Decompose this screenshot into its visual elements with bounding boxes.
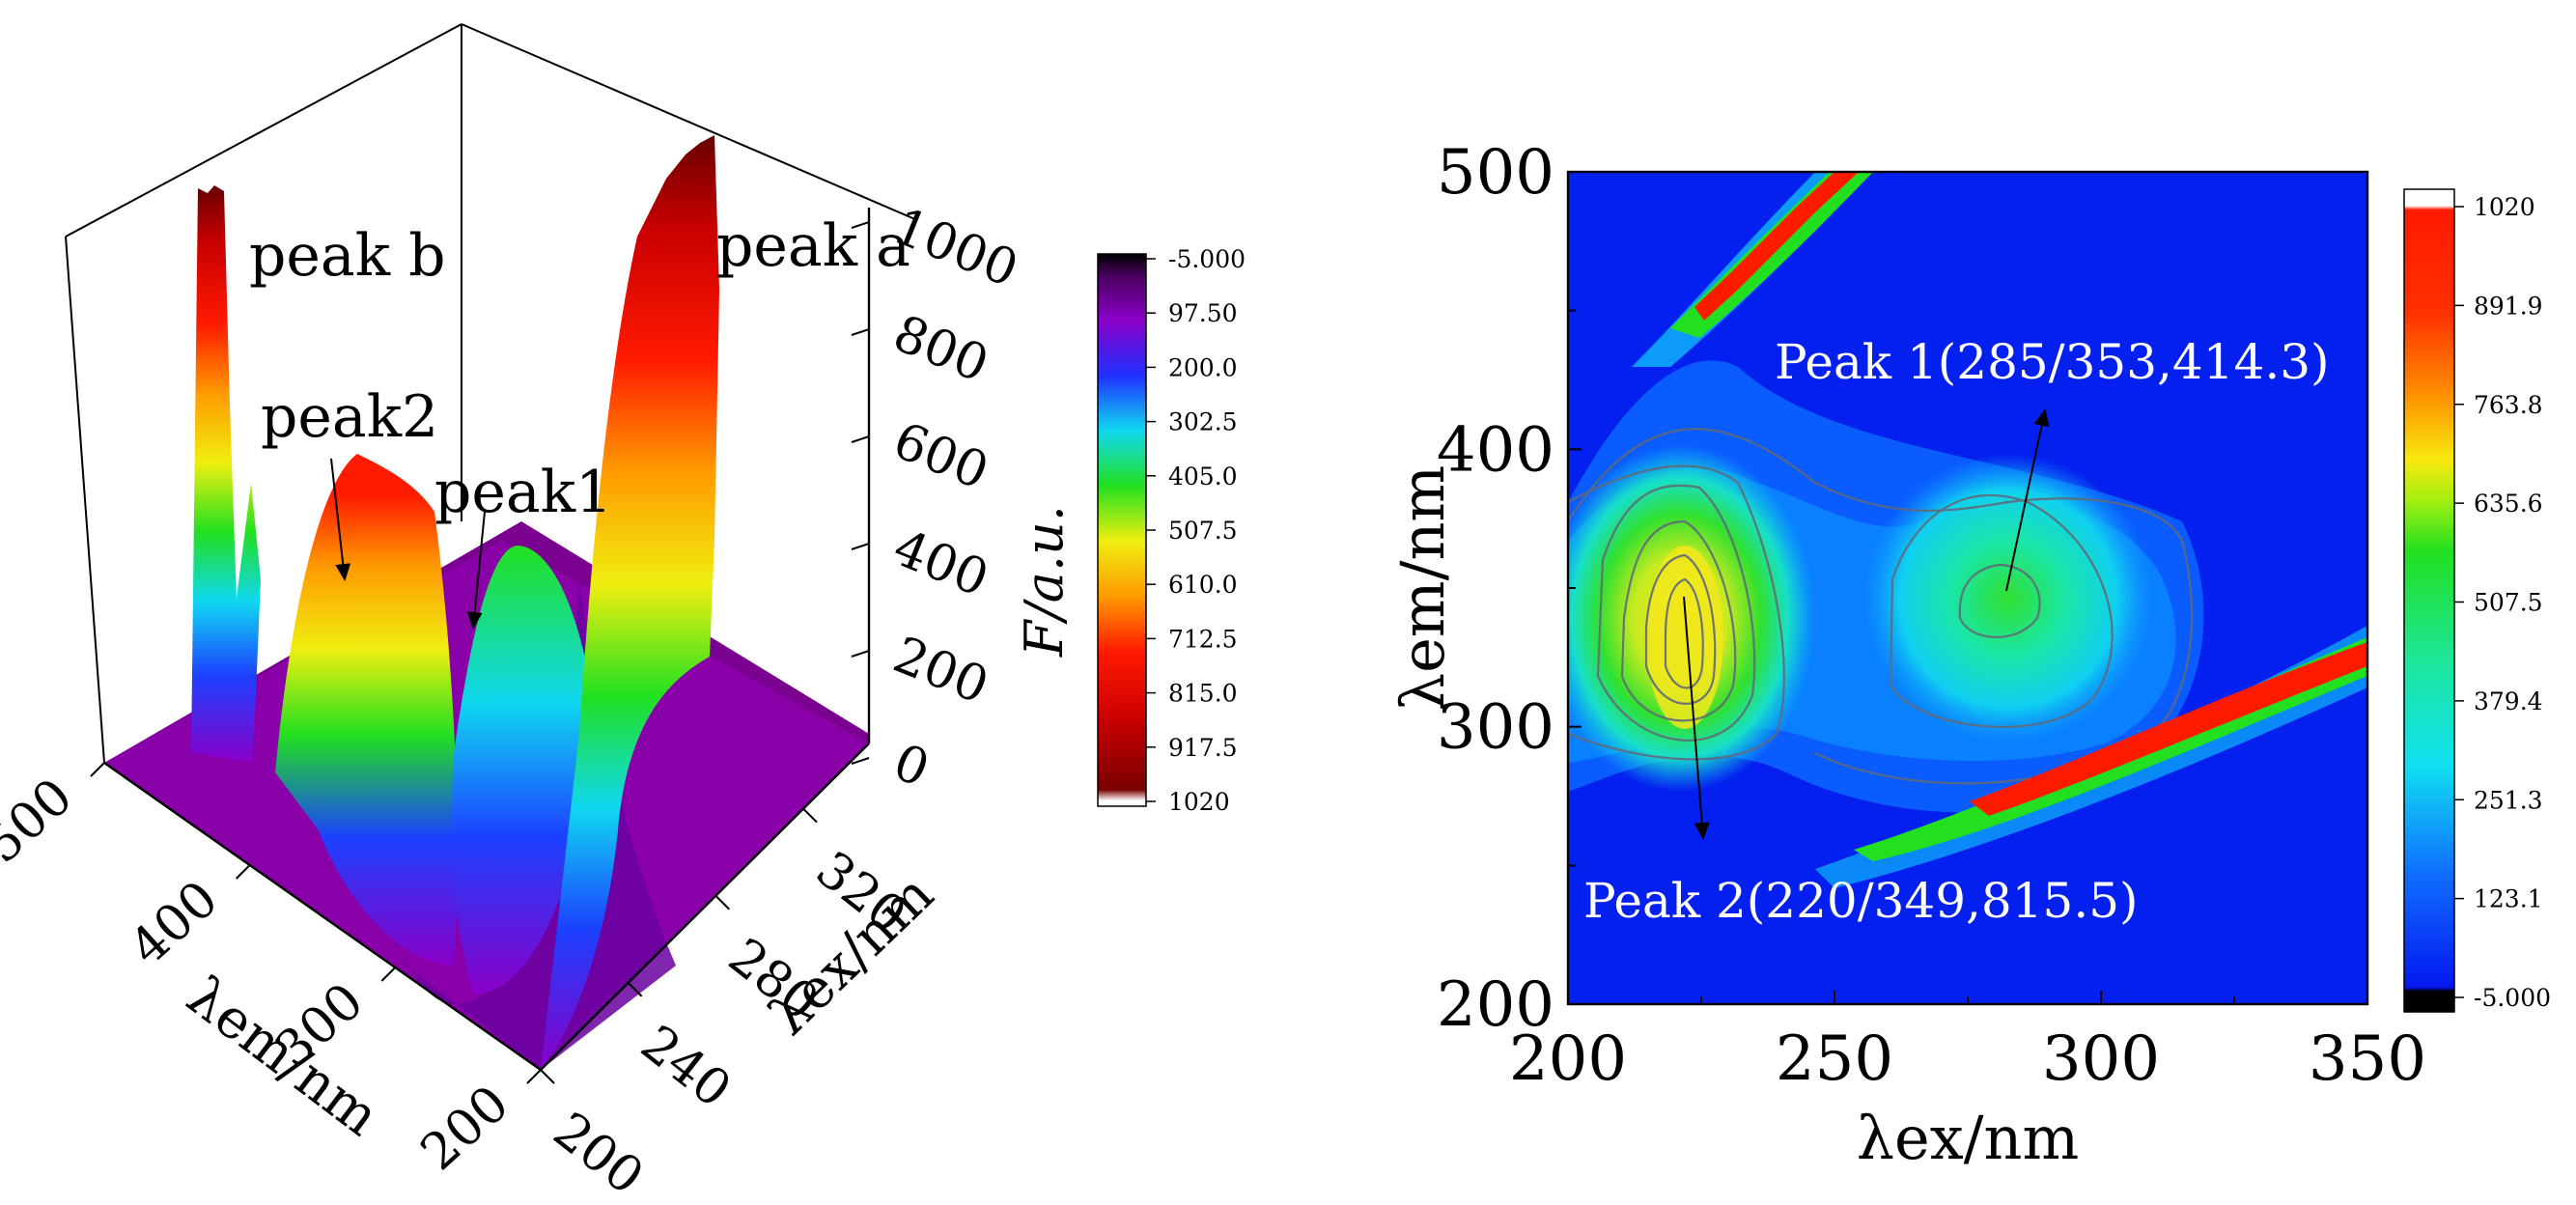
colorbar-3d-label: 917.5 — [1168, 734, 1238, 762]
annotation-peak-1: Peak 1(285/353,414.3) — [1775, 334, 2330, 390]
contour-x-tick-label: 200 — [1509, 1023, 1627, 1095]
contour-y-label: λem/nm — [1387, 465, 1458, 711]
colorbar-contour-label: 507.5 — [2474, 589, 2543, 617]
z-tick-mark — [851, 543, 870, 550]
z-tick-label: 200 — [885, 626, 996, 715]
em-tick-label: 400 — [119, 870, 229, 977]
colorbar-3d-label: 1020 — [1168, 788, 1230, 816]
contour-peak2-core — [1646, 546, 1723, 729]
colorbar-contour-label: 379.4 — [2474, 687, 2543, 715]
contour-x-tick-label: 300 — [2042, 1023, 2160, 1095]
arrow-peak-2 — [1683, 596, 1710, 840]
colorbar-contour-label: 123.1 — [2474, 885, 2543, 913]
em-tick-label: 200 — [410, 1075, 520, 1182]
colorbar-contour-label: 251.3 — [2474, 786, 2543, 814]
ex-tick-mark — [627, 982, 643, 997]
z-axis-label: F/a.u. — [1014, 505, 1075, 658]
contour-y-tick-label: 200 — [1437, 969, 1554, 1041]
em-tick-mark — [380, 967, 397, 982]
em-tick-mark — [90, 762, 105, 777]
colorbar-contour-label: 1020 — [2474, 193, 2535, 221]
peak1-hump — [452, 546, 593, 995]
z-tick-mark — [851, 328, 870, 336]
z-tick-mark — [851, 757, 870, 765]
em-axis-label: λem/nm — [176, 965, 391, 1148]
peak2-hump — [275, 454, 458, 966]
annotation-peak-b: peak b — [249, 222, 446, 290]
contour-x-tick-label: 350 — [2309, 1023, 2426, 1095]
z-tick-label: 600 — [885, 411, 996, 501]
colorbar-3d-label: 405.0 — [1168, 462, 1238, 490]
contour-scatter-band-bottom-peak — [1970, 642, 2367, 816]
colorbar-3d-label: 610.0 — [1168, 571, 1238, 599]
colorbar-contour-label: 763.8 — [2474, 391, 2543, 419]
contour-peak1-blob — [1863, 454, 2153, 743]
peak-a-ridge — [541, 135, 719, 1070]
ex-tick-mark — [802, 807, 818, 824]
colorbar-contour-label: -5.000 — [2474, 984, 2551, 1012]
arrow-peak-1 — [2005, 408, 2050, 592]
contour-x-label: λex/nm — [1857, 1103, 2080, 1173]
colorbar-3d-label: 97.50 — [1168, 299, 1238, 327]
z-tick-label: 0 — [885, 733, 937, 799]
ex-tick-label: 240 — [630, 1015, 742, 1119]
colorbar-contour-label: 635.6 — [2474, 490, 2543, 518]
ex-tick-label: 200 — [543, 1102, 654, 1205]
arrow-peak1 — [466, 511, 486, 630]
surface-box-frame — [65, 23, 918, 764]
colorbar-3d-label: -5.000 — [1168, 245, 1246, 273]
surface-3d-plot: peak b peak a peak2 peak1 02004006008001… — [0, 23, 1246, 1205]
z-tick-label: 800 — [885, 304, 996, 394]
em-tick-mark — [235, 864, 251, 880]
colorbar-contour: 1020 891.9 763.8 635.6 507.5 379.4 251.3 123.1 -… — [2403, 188, 2551, 1013]
colorbar-contour-bar — [2403, 188, 2455, 1013]
surface-front-axes — [103, 208, 871, 1071]
colorbar-3d: -5.000 97.50 200.0 302.5 405.0 507.5 610.0 712.… — [1097, 245, 1246, 816]
ex-tick-mark — [540, 1069, 555, 1084]
colorbar-3d-label: 712.5 — [1168, 625, 1238, 653]
z-tick-label: 1000 — [885, 197, 1025, 298]
ex-tick-mark — [714, 895, 731, 911]
contour-x-ticks: 200 250 300 350 — [1509, 991, 2426, 1095]
contour-y-tick-label: 400 — [1437, 414, 1554, 486]
colorbar-3d-bar — [1097, 253, 1147, 807]
colorbar-3d-label: 302.5 — [1168, 408, 1238, 436]
z-tick-mark — [851, 221, 870, 229]
contour-y-ticks: 200 300 400 500 — [1437, 137, 1582, 1041]
contour-x-tick-label: 250 — [1776, 1023, 1893, 1095]
contour-plot: Peak 1(285/353,414.3) Peak 2(220/349,815… — [1387, 137, 2551, 1173]
colorbar-3d-label: 507.5 — [1168, 517, 1238, 545]
colorbar-3d-label: 200.0 — [1168, 353, 1238, 381]
annotation-peak-2: Peak 2(220/349,815.5) — [1583, 873, 2139, 929]
annotation-peak2: peak2 — [261, 383, 438, 451]
annotation-peak-a: peak a — [716, 212, 910, 280]
em-tick-label: 500 — [0, 768, 84, 875]
colorbar-3d-ticks: -5.000 97.50 200.0 302.5 405.0 507.5 610.0 712.… — [1146, 245, 1246, 816]
arrow-peak2 — [330, 458, 351, 581]
z-tick-mark — [851, 435, 870, 443]
z-tick-label: 400 — [885, 518, 996, 608]
peak-b-ridge — [191, 185, 261, 763]
colorbar-contour-ticks: 1020 891.9 763.8 635.6 507.5 379.4 251.3 123.1 -… — [2454, 193, 2551, 1012]
contour-scatter-band-top-peak — [1694, 172, 1859, 321]
contour-y-tick-label: 300 — [1437, 692, 1554, 764]
colorbar-3d-label: 815.0 — [1168, 680, 1238, 708]
em-tick-mark — [526, 1069, 542, 1084]
annotation-peak1: peak1 — [434, 459, 612, 526]
contour-y-tick-label: 500 — [1437, 137, 1554, 209]
z-tick-mark — [851, 650, 870, 658]
colorbar-contour-label: 891.9 — [2474, 292, 2543, 320]
